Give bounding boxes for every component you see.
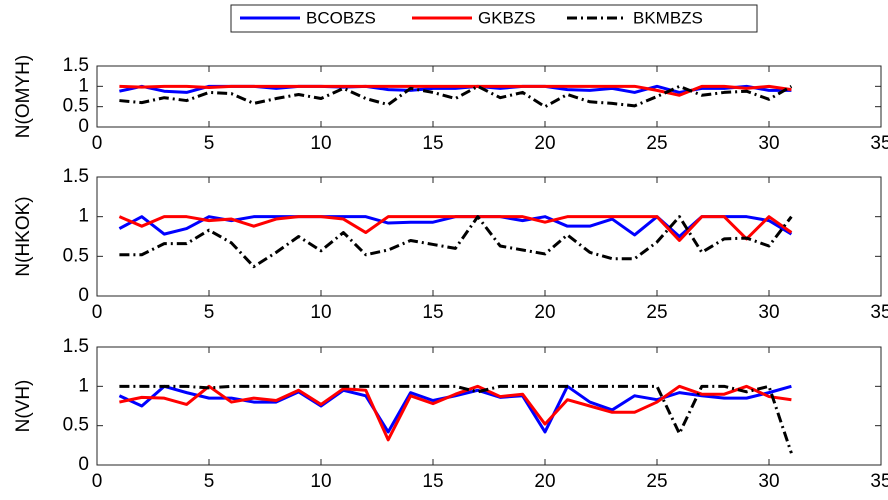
y-tick-label: 1 bbox=[78, 75, 89, 96]
x-tick-label: 25 bbox=[646, 302, 667, 323]
y-axis-label: N(HKOK) bbox=[13, 196, 34, 276]
x-tick-label: 35 bbox=[870, 471, 888, 492]
x-tick-label: 25 bbox=[646, 471, 667, 492]
legend-label: BKMBZS bbox=[633, 8, 703, 27]
y-axis-label: N(VH) bbox=[13, 380, 34, 433]
x-tick-label: 15 bbox=[422, 133, 443, 154]
series-line bbox=[119, 384, 792, 442]
x-tick-label: 15 bbox=[422, 471, 443, 492]
axes-box bbox=[96, 346, 882, 466]
series-line bbox=[118, 215, 793, 242]
x-tick-label: 5 bbox=[204, 302, 215, 323]
x-tick-label: 0 bbox=[92, 133, 103, 154]
y-tick-label: 0.5 bbox=[63, 96, 89, 117]
x-tick-label: 10 bbox=[310, 133, 331, 154]
x-tick-label: 10 bbox=[310, 471, 331, 492]
x-tick-label: 25 bbox=[646, 133, 667, 154]
x-tick-label: 30 bbox=[758, 302, 779, 323]
subplot: 0 5 10 15 20 25 30 35 00.511.5 N(OMYH) bbox=[13, 55, 888, 154]
y-tick-label: 0 bbox=[78, 285, 89, 306]
y-tick-label: 1 bbox=[78, 206, 89, 227]
x-tick-label: 0 bbox=[92, 471, 103, 492]
subplot: 0 5 10 15 20 25 30 35 0 0.5 1 1.5 N(HKOK) bbox=[13, 166, 888, 323]
y-tick-label: 1 bbox=[78, 375, 89, 396]
series-line bbox=[119, 84, 792, 97]
x-tick-label: 5 bbox=[204, 133, 215, 154]
y-tick-label: 0 bbox=[78, 116, 89, 137]
x-tick-label: 10 bbox=[310, 302, 331, 323]
series-line bbox=[119, 84, 793, 109]
subplot: 0 5 10 15 20 25 30 35 0 0.5 1 1.5 N(VH) bbox=[13, 336, 888, 492]
x-tick-label: 30 bbox=[758, 471, 779, 492]
x-tick-label: 5 bbox=[204, 471, 215, 492]
legend-box bbox=[230, 4, 758, 33]
y-axis-label: N(OMYH) bbox=[13, 55, 34, 138]
x-tick-label: 0 bbox=[92, 302, 103, 323]
x-tick-label: 20 bbox=[534, 302, 555, 323]
legend: BCOBZS GKBZS BKMBZS bbox=[230, 4, 758, 33]
y-tick-label: 0.5 bbox=[63, 245, 89, 266]
x-tick-label: 35 bbox=[870, 302, 888, 323]
x-tick-label: 30 bbox=[758, 133, 779, 154]
x-tick-label: 20 bbox=[534, 133, 555, 154]
y-tick-label: 1.5 bbox=[63, 166, 89, 187]
series-line bbox=[119, 215, 793, 269]
x-tick-label: 20 bbox=[534, 471, 555, 492]
x-tick-label: 35 bbox=[870, 133, 888, 154]
y-tick-label: 1.5 bbox=[63, 336, 89, 357]
y-tick-label: 1.5 bbox=[63, 55, 89, 76]
y-tick-label: 0.5 bbox=[63, 415, 89, 436]
x-tick-label: 15 bbox=[422, 302, 443, 323]
axes-box bbox=[96, 176, 882, 297]
legend-label: GKBZS bbox=[478, 8, 536, 27]
legend-label: BCOBZS bbox=[306, 8, 376, 27]
y-tick-label: 0 bbox=[78, 454, 89, 475]
axes-box bbox=[96, 65, 882, 128]
